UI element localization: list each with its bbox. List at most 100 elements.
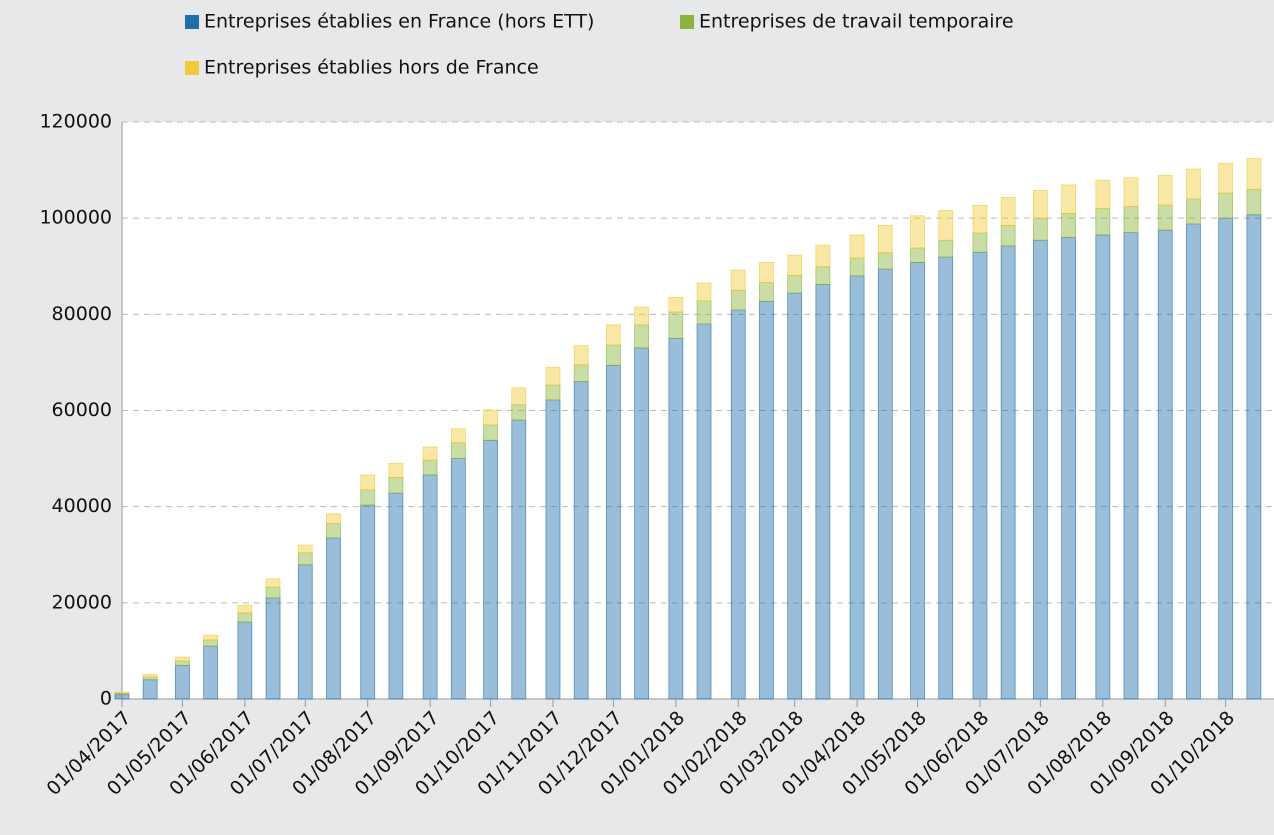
- bar-segment: [1095, 208, 1111, 236]
- bar-segment: [360, 474, 376, 491]
- y-tick-label: 100000: [39, 207, 112, 229]
- bar-segment: [142, 676, 158, 681]
- bar-segment: [1246, 214, 1262, 700]
- bar-segment: [1000, 197, 1016, 226]
- bar-segment: [483, 409, 498, 426]
- bar-segment: [938, 256, 954, 700]
- bar-segment: [668, 337, 684, 700]
- bar-segment: [849, 275, 865, 700]
- bar-segment: [668, 311, 684, 339]
- bar-segment: [1095, 234, 1111, 700]
- bar-segment: [297, 564, 313, 700]
- bar-segment: [787, 274, 803, 294]
- bar-segment: [203, 645, 219, 700]
- bar-segment: [203, 639, 219, 647]
- bar-segment: [938, 210, 954, 241]
- bar-segment: [360, 489, 376, 506]
- bar-segment: [759, 300, 774, 700]
- bar-segment: [450, 458, 466, 700]
- bar-segment: [388, 476, 404, 494]
- legend-label: Entreprises établies hors de France: [204, 57, 539, 79]
- bar-segment: [972, 232, 988, 253]
- bar-segment: [1218, 217, 1234, 700]
- bar-segment: [545, 399, 561, 700]
- bar-segment: [759, 282, 774, 302]
- bar-segment: [696, 323, 712, 700]
- bar-segment: [511, 419, 527, 700]
- y-tick-label: 80000: [52, 303, 112, 325]
- bar-segment: [573, 364, 589, 383]
- bar-segment: [1123, 177, 1139, 208]
- bar-segment: [114, 693, 130, 700]
- bar-segment: [696, 282, 712, 302]
- bar-segment: [175, 656, 190, 662]
- bar-segment: [142, 674, 158, 678]
- legend-label: Entreprises de travail temporaire: [699, 11, 1014, 33]
- bar-segment: [422, 474, 438, 700]
- legend-swatch: [185, 15, 199, 29]
- bar-segment: [237, 612, 253, 623]
- bar-segment: [511, 387, 527, 406]
- bar-segment: [388, 462, 404, 478]
- legend-swatch: [680, 15, 694, 29]
- bar-segment: [730, 309, 746, 700]
- bar-segment: [142, 679, 158, 700]
- bar-segment: [297, 552, 313, 566]
- bar-segment: [1000, 245, 1016, 700]
- bar-segment: [483, 424, 498, 441]
- legend-label: Entreprises établies en France (hors ETT…: [204, 11, 594, 33]
- bar-segment: [606, 324, 621, 346]
- bar-segment: [1061, 212, 1076, 238]
- bar-segment: [545, 366, 561, 386]
- bar-segment: [972, 204, 988, 234]
- bar-segment: [422, 446, 438, 461]
- bar-segment: [1246, 158, 1262, 190]
- bar-segment: [1061, 184, 1076, 214]
- y-tick-label: 0: [100, 688, 112, 710]
- bar-segment: [1061, 236, 1076, 700]
- bar-segment: [1186, 223, 1201, 700]
- bar-segment: [877, 268, 893, 700]
- bar-segment: [634, 324, 650, 349]
- bar-segment: [483, 439, 498, 700]
- bar-segment: [730, 269, 746, 291]
- bar-segment: [203, 634, 219, 641]
- bar-segment: [759, 262, 774, 283]
- bar-segment: [265, 597, 281, 700]
- bar-segment: [388, 492, 404, 700]
- bar-segment: [1032, 239, 1048, 700]
- bar-segment: [326, 513, 341, 524]
- bar-segment: [114, 691, 130, 694]
- bar-segment: [297, 544, 313, 554]
- bar-segment: [237, 621, 253, 700]
- bar-segment: [1095, 179, 1111, 209]
- bar-segment: [237, 604, 253, 614]
- bar-segment: [1186, 168, 1201, 200]
- bar-segment: [877, 252, 893, 270]
- bar-segment: [849, 234, 865, 259]
- bar-segment: [1186, 198, 1201, 225]
- bar-segment: [1123, 232, 1139, 700]
- legend-swatch: [185, 61, 199, 75]
- bar-segment: [1157, 174, 1173, 206]
- bar-segment: [877, 224, 893, 254]
- bar-segment: [422, 459, 438, 476]
- bar-segment: [1157, 204, 1173, 231]
- y-tick-label: 60000: [52, 399, 112, 421]
- bar-segment: [1123, 206, 1139, 233]
- bar-segment: [634, 306, 650, 326]
- y-tick-label: 40000: [52, 495, 112, 517]
- bar-segment: [696, 300, 712, 325]
- bar-segment: [634, 347, 650, 700]
- y-tick-label: 20000: [52, 591, 112, 613]
- bar-segment: [730, 289, 746, 311]
- y-tick-label: 120000: [39, 111, 112, 133]
- bar-segment: [326, 523, 341, 539]
- bar-segment: [972, 251, 988, 700]
- bar-segment: [815, 266, 831, 285]
- bar-segment: [1218, 192, 1234, 219]
- bar-segment: [573, 345, 589, 366]
- bar-segment: [545, 384, 561, 401]
- bar-segment: [175, 660, 190, 666]
